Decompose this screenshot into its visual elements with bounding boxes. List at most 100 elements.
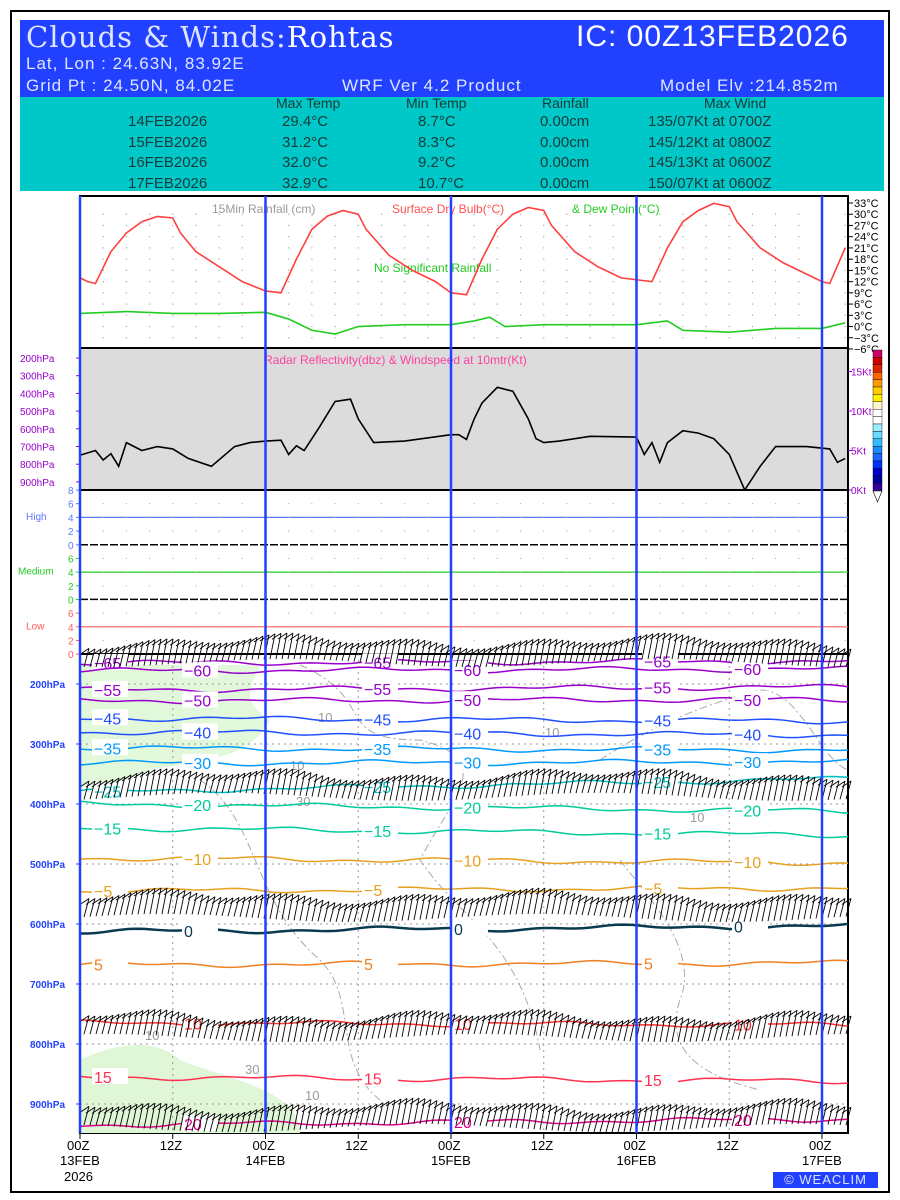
isotherm-line [79,775,849,794]
title-prefix: Clouds & Winds: [26,20,287,54]
wind-barb [587,774,594,793]
grid-dot [844,280,846,283]
wind-barb [197,894,204,915]
wind-barb [221,1021,228,1040]
grid-dot [241,258,244,260]
grid-dot [380,292,383,294]
wind-barb [461,780,468,800]
wind-barb-flag [409,893,420,901]
wind-barb [353,643,360,662]
wind-barb [347,1108,354,1127]
wind-barb-flag [805,642,816,650]
grid-dot [427,585,429,587]
wind-barb-flag [325,640,336,648]
wind-barb-flag [385,1099,396,1107]
wind-barb-flag [223,897,234,905]
grid-dot [218,292,220,294]
grid-dot [496,626,498,628]
grid-dot [473,258,475,260]
wind-barb-flag [577,642,588,650]
grid-dot [844,503,846,505]
wind-barb [425,894,432,920]
isotherm-label: 5 [644,956,653,973]
wind-barb-flag [91,897,102,905]
isotherm-label: 5 [94,958,103,975]
dbz-colorbar-cell [872,475,883,484]
temp-tick-label: 30°C [854,209,879,221]
wind-barb [155,1103,162,1130]
wind-barb-flag [535,1009,546,1017]
grid-dot [658,235,661,238]
wind-barb [509,772,516,797]
wind-barb-flag [247,1018,258,1026]
wind-barb-flag [385,639,396,646]
grid-dot [125,571,127,573]
wind-barb-flag [385,896,396,904]
grid-dot [543,612,545,614]
wind-barb-flag [253,769,264,777]
grid-dot [311,557,313,560]
wind-barb [701,901,708,922]
wind-barb-flag [139,770,150,777]
wind-barb-flag [289,894,300,902]
wind-barb-flag [547,1105,558,1113]
grid-dot [334,585,336,587]
wind-barb-flag [787,639,798,646]
wind-barb-flag [775,894,786,902]
grid-dot [195,530,197,532]
wind-barb-flag [451,647,462,655]
grid-dot [566,314,568,317]
wind-barb-flag [379,776,390,784]
wind-barb-flag [433,1012,444,1019]
isotherm-label: −65 [364,655,391,672]
wind-barb-flag [763,638,774,646]
isotherm-label: −20 [734,803,761,820]
wind-barb-flag [517,1102,528,1110]
dry-bulb-legend: Surface Dry Bulb(°C) [392,202,504,216]
grid-dot [148,258,151,260]
radar-hpa-label: 200hPa [20,354,55,365]
wind-barb-flag [541,1104,552,1112]
grid-dot [380,235,383,238]
wind-barb-flag [625,895,636,902]
wind-barb-flag [541,1010,552,1018]
wind-barb [563,1014,570,1038]
wind-barb [545,888,552,915]
lat-lon: Lat, Lon : 24.63N, 83.92E [26,54,245,73]
wind-barb-flag [673,1017,684,1024]
grid-dot [287,213,290,215]
wind-barb-flag [559,891,570,899]
wind-barb [329,778,336,798]
wind-barb-flag [319,1107,330,1115]
grid-dot [195,325,197,328]
grid-dot [566,516,568,519]
wind-barb-flag [253,1017,264,1025]
date-label: 14FEB [246,1153,286,1168]
grid-dot [334,516,336,519]
isotherm-label-bg [642,678,678,695]
grid-dot [728,571,730,573]
grid-dot [218,530,220,532]
wind-barb-flag [571,1017,582,1025]
grid-dot [148,224,151,227]
wind-barb-flag [235,772,246,780]
grid-dot [403,325,406,328]
wind-barb-flag [187,1015,198,1023]
wind-barb-flag [499,643,510,651]
wind-barb [281,768,288,795]
isotherm-label-bg [642,1071,678,1088]
wind-barb [563,891,570,915]
wind-barb [107,1107,114,1127]
grid-dot [241,292,244,294]
wind-barb-flag [733,1020,744,1027]
wind-barb-flag [601,1113,612,1120]
wind-barb [125,774,132,798]
cloud-tick-label: 2 [68,582,74,593]
dbz-colorbar-cell [872,349,883,358]
cloud-level-label: Medium [18,567,54,578]
grid-dot [357,314,359,317]
wind-barb-flag [457,1106,468,1113]
wind-barb [227,897,234,917]
grid-dot [102,612,104,614]
grid-dot [496,337,499,339]
